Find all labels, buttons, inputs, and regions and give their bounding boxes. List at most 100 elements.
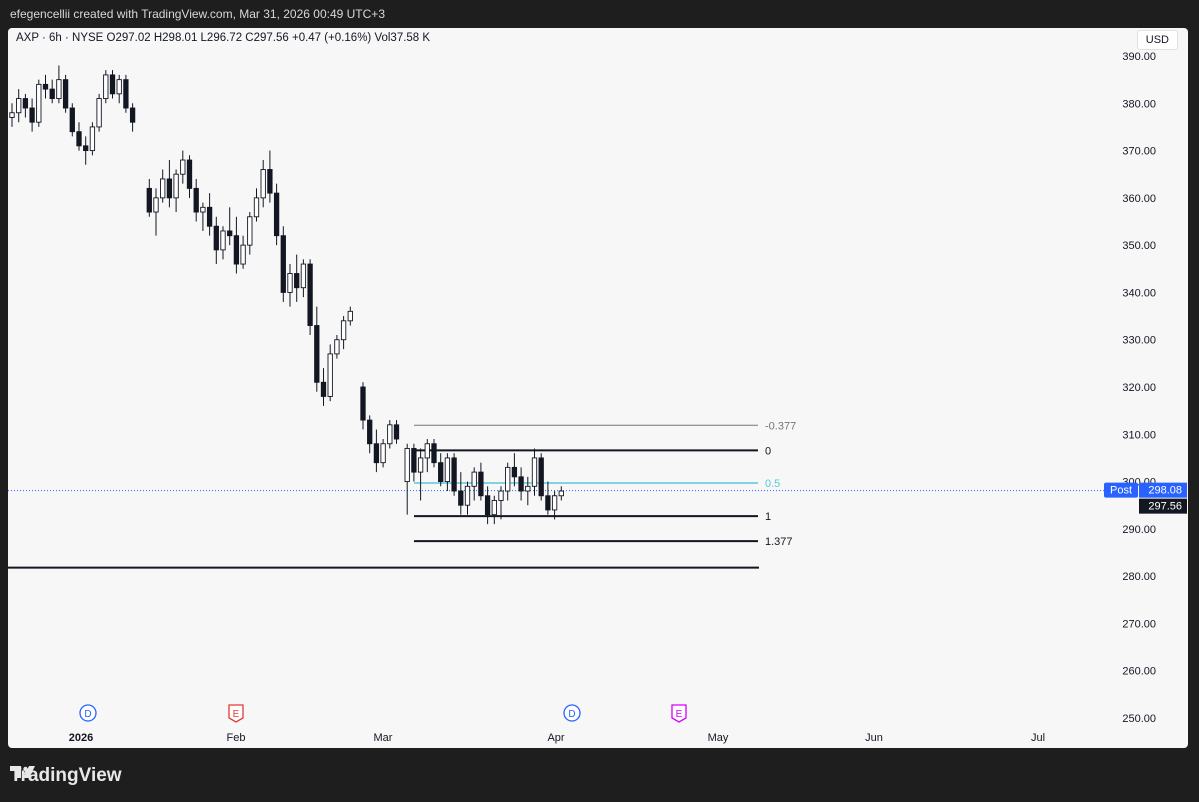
- x-tick-label: Jun: [865, 732, 883, 744]
- fib-level-label: 0.5: [765, 478, 780, 490]
- candle-body: [253, 197, 260, 218]
- candle-body: [347, 310, 353, 322]
- currency-button[interactable]: USD: [1136, 30, 1178, 50]
- chart-frame[interactable]: 390.00 380.00 370.00 360.00 350.00 340.00 330.…: [8, 28, 1188, 748]
- x-tick-label: Jul: [1031, 732, 1045, 744]
- y-tick-label: 340.00: [1122, 287, 1156, 299]
- candle-body: [307, 263, 313, 326]
- candle-body: [267, 169, 273, 194]
- price-chart[interactable]: 390.00 380.00 370.00 360.00 350.00 340.00 330.…: [8, 28, 1188, 748]
- candle-body: [166, 178, 173, 199]
- last-price-value: 297.56: [1148, 501, 1182, 513]
- candle-body: [464, 485, 471, 506]
- post-label-badge: [1104, 482, 1138, 498]
- last-price-badge: [1139, 498, 1187, 514]
- earnings-marker-icon[interactable]: E: [228, 704, 244, 723]
- candle-body: [129, 107, 136, 123]
- candle-body: [213, 225, 219, 251]
- fib-level-label: 1: [765, 511, 771, 523]
- y-tick-label: 360.00: [1122, 193, 1156, 205]
- x-tick-label: 2026: [69, 732, 93, 744]
- candle-body: [411, 448, 417, 473]
- tradingview-logo: TradingView: [10, 764, 122, 788]
- dividend-marker-icon[interactable]: D: [563, 704, 581, 722]
- candle-body: [478, 471, 484, 497]
- post-price-badge: [1139, 482, 1187, 498]
- y-tick-label: 370.00: [1122, 146, 1156, 158]
- earnings-marker-icon[interactable]: E: [671, 704, 687, 723]
- candle-body: [69, 107, 75, 133]
- fib-level-label: 0: [765, 445, 771, 457]
- candle-body: [180, 159, 186, 175]
- candle-body: [280, 235, 286, 293]
- candle-body: [76, 131, 82, 147]
- candle-body: [16, 98, 22, 114]
- candle-body: [300, 263, 307, 289]
- tradingview-logo-icon: [10, 766, 35, 778]
- svg-text:D: D: [568, 709, 575, 720]
- candle-body: [505, 466, 511, 492]
- candle-body: [247, 216, 253, 246]
- candle-body: [387, 424, 393, 445]
- candle-body: [160, 178, 166, 199]
- candle-body: [186, 159, 193, 189]
- header-bar: efegencellii created with TradingView.co…: [0, 0, 1199, 28]
- candle-body: [123, 79, 129, 109]
- candle-body: [153, 197, 159, 213]
- candle-body: [531, 457, 538, 487]
- candle-body: [233, 235, 240, 265]
- candle-body: [404, 448, 410, 483]
- y-tick-label: 310.00: [1122, 429, 1156, 441]
- candle-body: [227, 230, 233, 237]
- post-label: Post: [1110, 485, 1132, 497]
- candle-body: [340, 320, 347, 341]
- candle-body: [458, 490, 464, 506]
- candle-body: [334, 339, 340, 355]
- candle-body: [380, 443, 386, 464]
- candle-body: [314, 325, 320, 383]
- post-price-value: 298.08: [1148, 485, 1182, 497]
- y-tick-label: 330.00: [1122, 335, 1156, 347]
- candle-body: [424, 443, 430, 459]
- candle-body: [393, 424, 400, 440]
- y-tick-label: 320.00: [1122, 382, 1156, 394]
- y-tick-label: 260.00: [1122, 666, 1156, 678]
- candle-body: [89, 126, 96, 152]
- candle-body: [545, 495, 551, 511]
- candle-body: [320, 381, 327, 397]
- svg-text:E: E: [676, 709, 683, 720]
- candle-body: [206, 206, 213, 227]
- candle-body: [56, 79, 62, 100]
- candle-body: [103, 74, 109, 100]
- candle-body: [431, 443, 437, 464]
- candle-body: [551, 495, 558, 511]
- dividend-marker-icon[interactable]: D: [79, 704, 97, 722]
- candle-body: [83, 145, 89, 152]
- candle-body: [451, 457, 457, 492]
- candle-body: [491, 500, 497, 516]
- candle-body: [49, 88, 55, 100]
- candle-body: [538, 457, 544, 497]
- x-tick-label: Feb: [227, 732, 246, 744]
- candle-body: [42, 83, 49, 90]
- y-tick-label: 350.00: [1122, 240, 1156, 252]
- y-tick-label: 390.00: [1122, 51, 1156, 63]
- svg-text:D: D: [84, 709, 91, 720]
- header-caption: efegencellii created with TradingView.co…: [10, 7, 385, 21]
- y-tick-label: 250.00: [1122, 713, 1156, 725]
- x-tick-label: Apr: [547, 732, 564, 744]
- candle-body: [525, 485, 531, 492]
- candle-body: [36, 83, 42, 123]
- candle-body: [22, 98, 29, 109]
- y-tick-label: 280.00: [1122, 571, 1156, 583]
- candle-body: [116, 79, 122, 95]
- candle-body: [417, 457, 424, 473]
- candle-body: [273, 192, 280, 237]
- candle-body: [360, 386, 366, 421]
- candle-body: [498, 490, 504, 501]
- candle-body: [96, 98, 102, 128]
- svg-text:E: E: [233, 709, 240, 720]
- candle-body: [9, 112, 15, 118]
- symbol-legend[interactable]: AXP · 6h · NYSE O297.02 H298.01 L296.72 …: [16, 32, 431, 44]
- candle-body: [484, 495, 491, 516]
